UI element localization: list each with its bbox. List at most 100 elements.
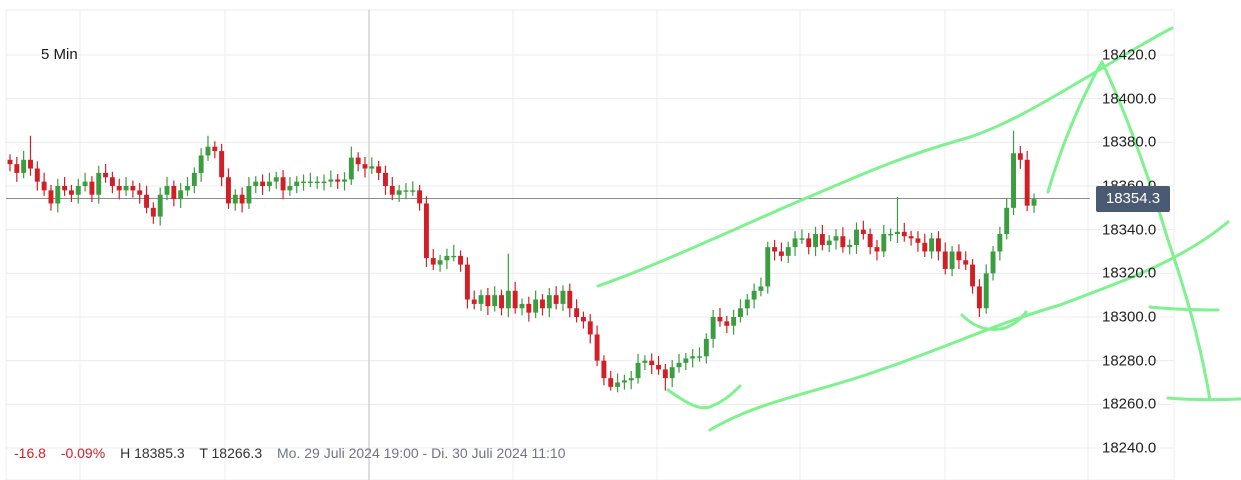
candle-body: [55, 186, 61, 204]
candle-body: [21, 159, 27, 173]
bottom-curve-left: [666, 384, 742, 410]
candle-body: [342, 179, 347, 182]
candle-body: [41, 181, 47, 191]
date-range: Mo. 29 Juli 2024 19:00 - Di. 30 Juli 202…: [277, 445, 566, 461]
candle-body: [109, 177, 115, 186]
candle-body: [383, 172, 388, 186]
candle-body: [389, 186, 395, 195]
interval-label[interactable]: 5 Min: [41, 46, 78, 63]
candle-body: [526, 303, 532, 313]
candle-body: [799, 238, 805, 240]
candle-body: [778, 251, 784, 256]
candle-body: [942, 251, 948, 269]
change-absolute: -16.8: [14, 445, 46, 461]
candle-body: [260, 181, 266, 186]
upper-channel-line: [596, 26, 1174, 288]
candle-body: [976, 286, 982, 309]
candle-body: [881, 234, 887, 252]
candle-body: [901, 231, 907, 237]
candle-body: [546, 295, 552, 309]
candle-body: [14, 164, 20, 173]
candle-body: [997, 234, 1003, 252]
candle-body: [621, 380, 627, 383]
candle-body: [867, 234, 873, 248]
candle-body: [970, 264, 976, 287]
candle-body: [280, 177, 286, 191]
candle-body: [553, 295, 559, 304]
candle-body: [642, 360, 648, 363]
stats-footer: -16.8 -0.09% H 18385.3 T 18266.3 Mo. 29 …: [14, 445, 576, 461]
candle-body: [819, 234, 825, 245]
y-tick-label: 18340.0: [1102, 221, 1157, 239]
candle-body: [7, 159, 13, 165]
y-tick-label: 18240.0: [1102, 439, 1157, 457]
candle-body: [458, 255, 464, 265]
candle-body: [1011, 153, 1016, 208]
candle-body: [314, 181, 320, 184]
candle-body: [587, 321, 593, 335]
candle-body: [888, 234, 894, 236]
candle-body: [935, 238, 941, 252]
candle-body: [594, 334, 600, 361]
hand-drawn-annotations: [596, 26, 1241, 432]
lower-channel-line: [708, 220, 1230, 432]
candle-body: [464, 264, 470, 300]
candle-body: [580, 317, 586, 322]
y-tick-label: 18400.0: [1102, 90, 1157, 108]
candle-body: [499, 295, 504, 309]
candle-body: [1017, 153, 1023, 160]
candle-body: [451, 255, 457, 258]
candle-body: [396, 190, 402, 195]
candle-body: [328, 179, 334, 182]
candles: [7, 130, 1037, 393]
candle-body: [703, 338, 709, 357]
candle-body: [369, 166, 375, 169]
candle-body: [963, 260, 969, 265]
candle-body: [1004, 207, 1010, 235]
y-tick-label: 18380.0: [1102, 133, 1157, 151]
current-price-badge: 18354.3: [1096, 186, 1170, 212]
change-percent: -0.09%: [60, 445, 106, 461]
candle-body: [628, 378, 634, 381]
candle-body: [676, 362, 682, 368]
candle-body: [908, 236, 914, 239]
candle-body: [478, 295, 484, 304]
candle-body: [615, 382, 621, 387]
candle-body: [266, 181, 272, 186]
candle-body: [560, 290, 566, 304]
candle-body: [471, 299, 477, 304]
candle-body: [103, 172, 109, 178]
candle-body: [710, 317, 716, 339]
candle-body: [492, 295, 498, 307]
candle-body: [765, 247, 771, 287]
y-tick-label: 18300.0: [1102, 308, 1157, 326]
candle-body: [772, 247, 778, 252]
candle-body: [89, 181, 95, 195]
candle-body: [219, 151, 225, 178]
candle-body: [847, 244, 853, 248]
candle-body: [833, 236, 839, 241]
candle-body: [697, 356, 702, 358]
candle-body: [854, 229, 859, 245]
candle-body: [348, 157, 354, 180]
candle-body: [540, 299, 545, 309]
candle-body: [301, 181, 307, 184]
candle-body: [574, 308, 580, 317]
candle-body: [417, 190, 423, 204]
y-tick-label: 18320.0: [1102, 264, 1157, 282]
candle-body: [717, 317, 723, 322]
candle-body: [724, 321, 730, 326]
high-value: H 18385.3: [120, 445, 185, 461]
candle-body: [335, 179, 341, 182]
grid: [6, 10, 1174, 480]
candle-body: [683, 358, 689, 363]
candle-body: [895, 231, 900, 235]
candle-body: [178, 190, 184, 200]
candle-body: [922, 242, 928, 252]
candle-body: [567, 290, 573, 309]
level-mark-18262: [1166, 396, 1241, 402]
candle-body: [915, 238, 921, 243]
candle-body: [744, 299, 750, 309]
candle-body: [874, 247, 880, 252]
candle-body: [225, 177, 231, 204]
